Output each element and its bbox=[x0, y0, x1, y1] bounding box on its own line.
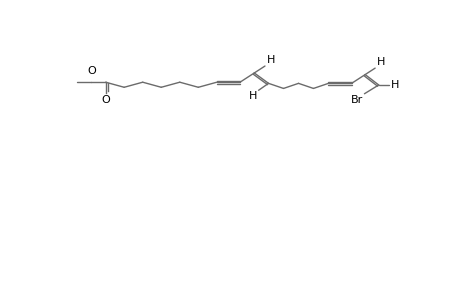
Text: O: O bbox=[87, 66, 95, 76]
Text: H: H bbox=[248, 92, 256, 101]
Text: H: H bbox=[376, 57, 385, 67]
Text: H: H bbox=[390, 80, 399, 90]
Text: H: H bbox=[266, 55, 274, 65]
Text: O: O bbox=[101, 95, 110, 105]
Text: Br: Br bbox=[350, 95, 362, 105]
